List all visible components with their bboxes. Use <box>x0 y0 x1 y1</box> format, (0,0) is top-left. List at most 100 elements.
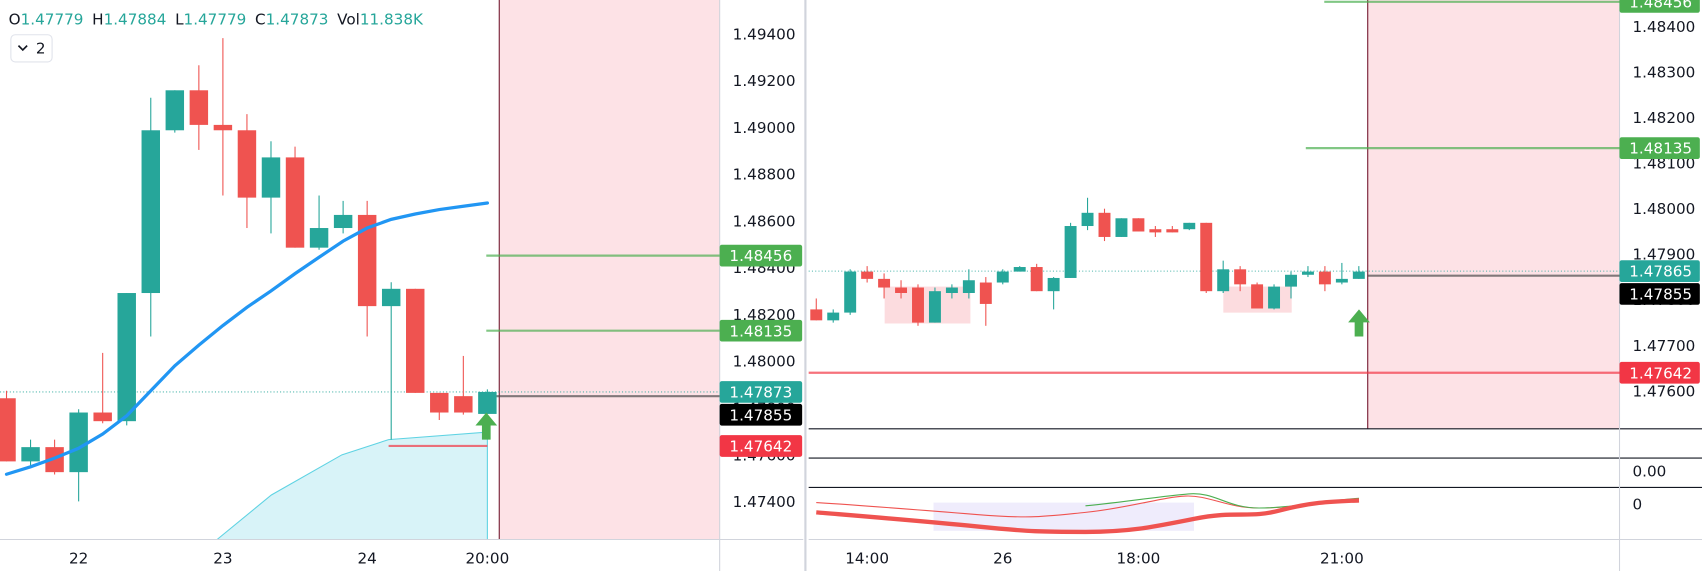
x-tick-label: 26 <box>993 550 1012 568</box>
price-label: 1.47642 <box>729 438 792 456</box>
price-label: 1.48456 <box>1629 0 1692 11</box>
candle-body <box>1081 212 1094 227</box>
indicator-count: 2 <box>36 39 46 57</box>
candle-body <box>1013 267 1026 272</box>
y-tick-label: 1.48100 <box>1633 155 1696 173</box>
candle-body <box>69 412 88 473</box>
price-label: 1.47642 <box>1629 364 1692 382</box>
price-label: 1.48135 <box>1629 140 1692 158</box>
y-tick-label: 1.49000 <box>733 119 796 137</box>
candle-body <box>478 391 497 414</box>
y-tick-label: 1.49400 <box>733 25 796 43</box>
candle-body <box>1166 229 1179 233</box>
candle-body <box>309 228 329 248</box>
price-label-box <box>719 381 803 403</box>
candle-body <box>1098 212 1111 237</box>
legend-key: H <box>92 10 103 28</box>
candle-body <box>1217 269 1230 292</box>
legend-value: 1.47873 <box>266 10 329 28</box>
ohlc-legend: O1.47779 H1.47884 L1.47779 C1.47873 Vol11.83… <box>9 10 424 28</box>
candle-body <box>1030 267 1043 292</box>
price-label: 1.48456 <box>729 247 792 265</box>
legend-value: 1.47779 <box>184 10 247 28</box>
candle-body <box>0 398 16 462</box>
candle-body <box>878 278 891 288</box>
y-tick-label: 1.48000 <box>733 353 796 371</box>
indicator-toggle-box[interactable] <box>10 34 53 63</box>
candle-body <box>430 392 449 413</box>
entry-arrow <box>475 412 498 440</box>
legend-key: Vol <box>337 10 360 28</box>
candle-body <box>810 309 823 321</box>
legend-key: O <box>9 10 21 28</box>
legend-value: 1.47779 <box>21 10 84 28</box>
candle-body <box>1064 226 1077 278</box>
candle-body <box>357 214 377 307</box>
price-label-box <box>1619 260 1700 282</box>
y-tick-label: 1.49200 <box>733 72 796 90</box>
candle-body <box>1234 269 1247 285</box>
price-label-box <box>1619 361 1700 384</box>
candle-body <box>93 412 112 422</box>
price-label-box <box>1619 283 1700 305</box>
candle-body <box>1047 277 1060 292</box>
x-tick-label: 14:00 <box>845 550 889 568</box>
legend-value: 1.47884 <box>104 10 167 28</box>
candle-body <box>1352 271 1365 279</box>
candle-body <box>945 287 958 294</box>
candle-body <box>165 90 185 131</box>
x-tick-label: 21:00 <box>1320 550 1364 568</box>
position-zone <box>499 0 720 540</box>
candle-body <box>213 124 233 131</box>
candle-body <box>928 291 941 323</box>
candle-body <box>861 271 874 279</box>
candle-body <box>962 280 975 294</box>
candle-body <box>895 287 908 294</box>
price-label: 1.47873 <box>729 384 792 402</box>
price-label-box <box>719 244 803 267</box>
legend-value: 11.838K <box>360 10 424 28</box>
candle-body <box>912 287 924 323</box>
candle-body <box>1200 222 1213 292</box>
candle-body <box>117 293 136 422</box>
y-tick-label: 1.47700 <box>1633 337 1696 355</box>
y-tick-label: 1.47900 <box>1633 246 1696 264</box>
candle-body <box>141 130 160 294</box>
x-tick-label: 18:00 <box>1117 550 1161 568</box>
y-tick-label: 1.48800 <box>733 166 796 184</box>
candle-body <box>285 157 305 248</box>
candle-body <box>454 396 473 413</box>
candle-body <box>381 288 401 307</box>
y-tick-label: 1.48300 <box>1633 63 1696 81</box>
entry-arrow <box>1348 309 1370 337</box>
price-label: 1.47855 <box>1629 286 1692 304</box>
indicator-toggle[interactable]: 2 <box>10 34 53 63</box>
candle-body <box>1318 271 1331 285</box>
candle-body <box>333 214 353 229</box>
candle-body <box>189 90 209 125</box>
candle-body <box>1335 278 1348 283</box>
indicator-axis-label: 0.00 <box>1633 463 1667 481</box>
candle-body <box>237 130 257 198</box>
legend-key: C <box>255 10 266 28</box>
chevron-icon <box>17 45 28 52</box>
moving-average <box>4 201 489 476</box>
price-label-box <box>719 435 803 457</box>
y-tick-label: 1.47600 <box>1633 382 1696 400</box>
candle-body <box>1115 218 1128 237</box>
x-tick-label: 23 <box>213 550 232 568</box>
legend-key: L <box>175 10 184 28</box>
candle-body <box>21 447 40 462</box>
price-label: 1.48135 <box>729 322 792 340</box>
candle-body <box>844 271 857 313</box>
price-label-box <box>719 403 803 426</box>
candle-body <box>827 312 840 321</box>
price-label: 1.47855 <box>729 406 792 424</box>
candle-body <box>1132 218 1145 232</box>
y-tick-label: 1.47400 <box>733 493 796 511</box>
price-label: 1.47865 <box>1629 263 1692 281</box>
candle-body <box>1285 274 1297 287</box>
candle-body <box>1251 284 1264 309</box>
